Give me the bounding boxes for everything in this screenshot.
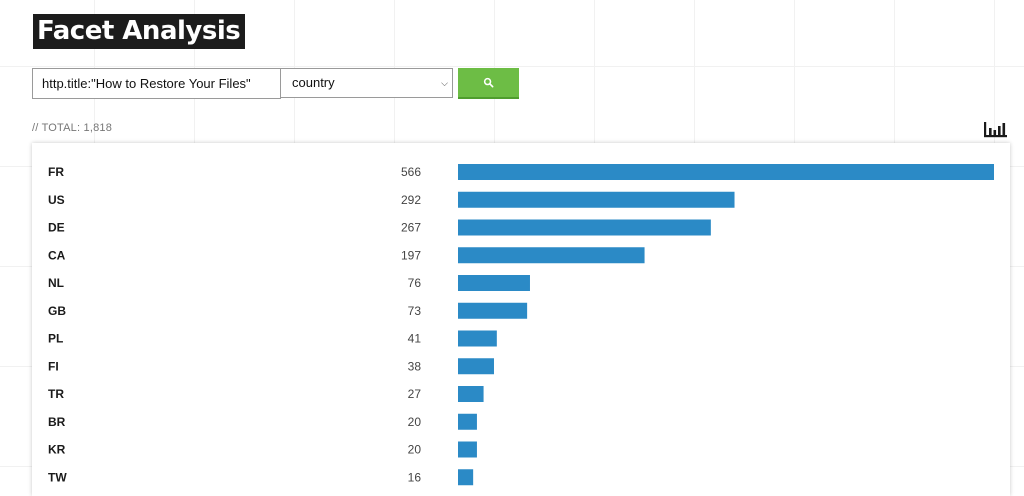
value-label: 41 <box>408 332 422 346</box>
category-label: CA <box>48 248 66 262</box>
bar <box>458 191 735 208</box>
bar <box>458 164 994 180</box>
value-label: 292 <box>401 193 421 207</box>
value-label: 20 <box>408 443 422 457</box>
bar <box>458 469 474 486</box>
category-label: FR <box>48 165 64 179</box>
bar <box>458 386 484 402</box>
facet-select[interactable]: country ⌵ <box>280 68 453 98</box>
bar <box>458 275 530 291</box>
value-label: 267 <box>401 221 421 235</box>
value-label: 197 <box>401 248 421 262</box>
bar <box>458 302 528 319</box>
value-label: 38 <box>408 359 422 373</box>
value-label: 20 <box>408 415 422 429</box>
bar <box>458 219 711 236</box>
category-label: FI <box>48 359 59 373</box>
facet-bar-chart: FR 566 US 292 DE 267 CA 197 NL 76 GB 73 PL 41 FI 38 TR 27… <box>48 164 994 486</box>
search-button[interactable] <box>458 68 519 99</box>
category-label: NL <box>48 276 64 290</box>
category-label: TW <box>48 470 67 484</box>
category-label: TR <box>48 387 64 401</box>
value-label: 566 <box>401 165 421 179</box>
value-label: 76 <box>408 276 422 290</box>
category-label: GB <box>48 304 66 318</box>
total-count: // TOTAL: 1,818 <box>32 122 113 134</box>
category-label: DE <box>48 221 65 235</box>
chevron-down-icon: ⌵ <box>441 78 448 88</box>
search-query-input[interactable] <box>32 68 281 99</box>
search-icon <box>483 77 494 88</box>
page-title: Facet Analysis <box>33 14 246 49</box>
category-label: KR <box>48 443 66 457</box>
facet-select-value: country <box>292 75 335 90</box>
value-label: 73 <box>408 304 422 318</box>
value-label: 27 <box>408 387 422 401</box>
facet-chart-panel: FR 566 US 292 DE 267 CA 197 NL 76 GB 73 PL 41 FI 38 TR 27… <box>32 143 1010 496</box>
category-label: PL <box>48 332 63 346</box>
value-label: 16 <box>408 470 422 484</box>
bar <box>458 247 645 264</box>
category-label: US <box>48 193 65 207</box>
bar-chart-icon[interactable] <box>983 120 1008 140</box>
bar <box>458 330 497 347</box>
bar <box>458 413 477 430</box>
category-label: BR <box>48 415 66 429</box>
bar <box>458 358 494 375</box>
bar <box>458 441 477 458</box>
